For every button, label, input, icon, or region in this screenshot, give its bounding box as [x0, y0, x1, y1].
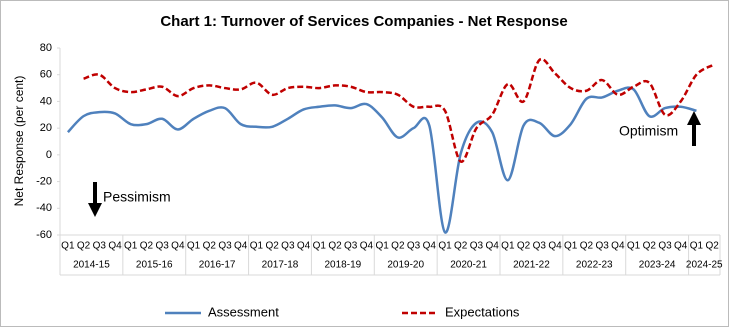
x-tick-label: Q3 — [344, 241, 358, 252]
x-tick-label: Q2 — [140, 241, 154, 252]
x-tick-label: Q1 — [501, 241, 515, 252]
y-tick-label: -40 — [36, 202, 52, 214]
x-tick-label: Q2 — [203, 241, 217, 252]
x-tick-label: Q3 — [155, 241, 169, 252]
x-tick-label: Q3 — [281, 241, 295, 252]
x-group-label: 2015-16 — [136, 260, 173, 271]
x-tick-label: Q3 — [533, 241, 547, 252]
legend-label: Expectations — [445, 304, 520, 319]
y-tick-label: 40 — [40, 95, 52, 107]
x-tick-label: Q1 — [250, 241, 264, 252]
x-tick-label: Q2 — [328, 241, 342, 252]
x-tick-label: Q3 — [658, 241, 672, 252]
x-tick-label: Q4 — [297, 241, 311, 252]
x-tick-label: Q4 — [171, 241, 185, 252]
x-group-label: 2018-19 — [325, 260, 362, 271]
x-tick-label: Q3 — [218, 241, 232, 252]
x-group-label: 2016-17 — [199, 260, 236, 271]
x-tick-label: Q4 — [108, 241, 122, 252]
x-tick-label: Q2 — [454, 241, 468, 252]
x-tick-label: Q1 — [438, 241, 452, 252]
x-tick-label: Q4 — [485, 241, 499, 252]
x-tick-label: Q4 — [548, 241, 562, 252]
x-tick-label: Q1 — [375, 241, 389, 252]
x-group-label: 2021-22 — [513, 260, 550, 271]
arrow-head — [88, 203, 102, 217]
x-tick-label: Q2 — [705, 241, 719, 252]
x-tick-label: Q2 — [77, 241, 91, 252]
annotation: Optimism — [619, 123, 678, 139]
x-tick-label: Q2 — [517, 241, 531, 252]
x-tick-label: Q2 — [643, 241, 657, 252]
x-tick-label: Q4 — [360, 241, 374, 252]
x-tick-label: Q4 — [674, 241, 688, 252]
y-tick-label: -20 — [36, 175, 52, 187]
x-tick-label: Q1 — [627, 241, 641, 252]
x-group-label: 2024-25 — [686, 260, 723, 271]
x-tick-label: Q4 — [611, 241, 625, 252]
x-tick-label: Q3 — [470, 241, 484, 252]
y-tick-label: 20 — [40, 122, 52, 134]
x-tick-label: Q2 — [265, 241, 279, 252]
x-tick-label: Q1 — [61, 241, 75, 252]
y-tick-label: -60 — [36, 229, 52, 241]
x-tick-label: Q2 — [391, 241, 405, 252]
x-tick-label: Q1 — [313, 241, 327, 252]
x-tick-label: Q1 — [124, 241, 138, 252]
x-tick-label: Q3 — [93, 241, 107, 252]
x-tick-label: Q3 — [407, 241, 421, 252]
x-group-label: 2017-18 — [262, 260, 299, 271]
series-line — [66, 86, 697, 234]
x-group-label: 2023-24 — [639, 260, 676, 271]
x-tick-label: Q2 — [580, 241, 594, 252]
y-axis-label: Net Response (per cent) — [12, 76, 26, 207]
x-tick-label: Q4 — [423, 241, 437, 252]
chart-title: Chart 1: Turnover of Services Companies … — [160, 13, 567, 30]
arrow-head — [687, 111, 701, 125]
x-tick-label: Q1 — [187, 241, 201, 252]
x-tick-label: Q1 — [690, 241, 704, 252]
x-tick-label: Q4 — [234, 241, 248, 252]
y-tick-label: 0 — [46, 149, 52, 161]
x-tick-label: Q3 — [595, 241, 609, 252]
y-tick-label: 60 — [40, 69, 52, 81]
x-group-label: 2022-23 — [576, 260, 613, 271]
legend-label: Assessment — [208, 304, 279, 319]
series-line — [83, 57, 713, 163]
annotation: Pessimism — [103, 189, 171, 205]
x-group-label: 2019-20 — [387, 260, 424, 271]
x-tick-label: Q1 — [564, 241, 578, 252]
y-tick-label: 80 — [40, 42, 52, 54]
x-group-label: 2014-15 — [73, 260, 110, 271]
x-group-label: 2020-21 — [450, 260, 487, 271]
